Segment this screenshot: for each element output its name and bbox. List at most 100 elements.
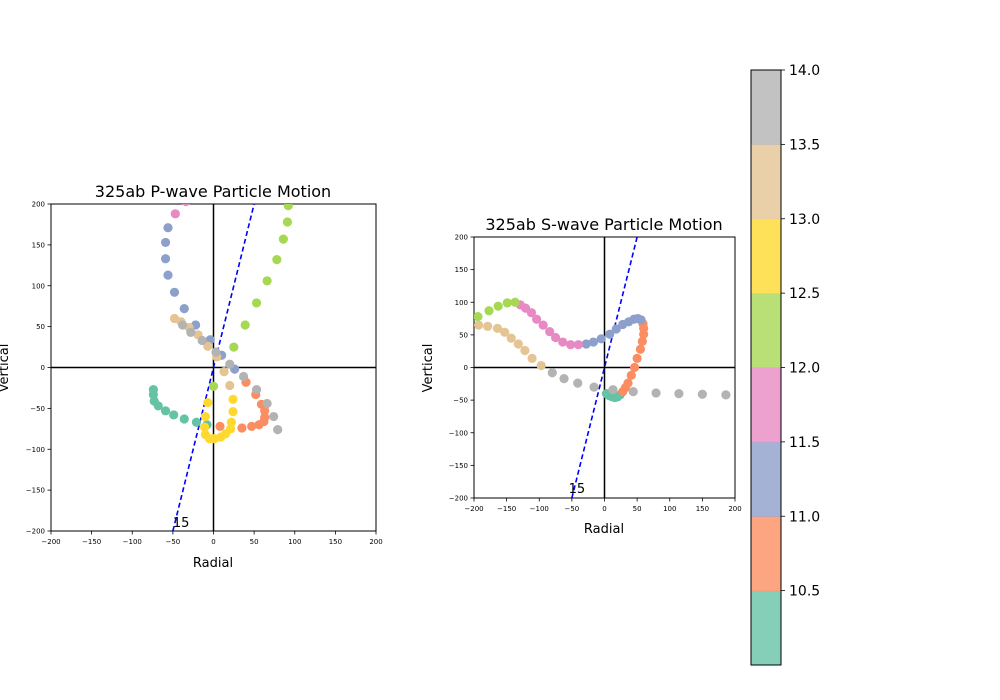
s-wave-ytick-label: −100 <box>449 429 468 437</box>
s-wave-data-point <box>605 329 615 339</box>
p-wave-data-point <box>163 270 173 280</box>
p-wave-data-point <box>153 401 163 411</box>
p-wave-data-point <box>186 327 196 337</box>
p-wave-data-point <box>238 371 249 382</box>
p-wave-data-point <box>191 417 202 427</box>
s-wave-data-point <box>628 387 638 397</box>
p-wave-data-point <box>225 359 235 369</box>
p-wave-xtick-label: −50 <box>165 538 180 546</box>
s-wave-data-point <box>573 378 583 388</box>
p-wave-data-point <box>169 313 180 324</box>
s-wave-data-point <box>588 337 599 347</box>
s-wave-xtick-label: 200 <box>728 505 741 513</box>
p-wave-data-point <box>203 341 213 351</box>
s-wave-title: 325ab S-wave Particle Motion <box>485 215 722 234</box>
s-wave-panel: 325ab S-wave Particle Motion Radial Vert… <box>421 215 742 537</box>
s-wave-ytick-label: 50 <box>459 331 468 339</box>
p-wave-data-point <box>262 276 272 286</box>
p-wave-ytick-label: 100 <box>32 282 45 290</box>
s-wave-ylabel: Vertical <box>421 344 436 393</box>
s-wave-data-point <box>618 319 628 330</box>
p-wave-data-point <box>160 406 171 416</box>
s-wave-data-point <box>484 306 494 316</box>
s-wave-data-point <box>589 382 599 392</box>
p-wave-data-point <box>240 320 250 330</box>
p-wave-reference-line <box>172 204 255 531</box>
p-wave-data-point <box>273 425 283 435</box>
s-wave-data-point <box>502 298 512 308</box>
colorbar-tick-label: 13.0 <box>789 212 820 228</box>
s-wave-data-point <box>626 370 636 380</box>
s-wave-data-point <box>558 337 568 347</box>
p-wave-plot-area: −200 −200 −150 −150 −100 −100 −50 −50 0 0 50 50 100 1… <box>26 201 383 547</box>
colorbar-tick-label: 14.0 <box>789 63 820 79</box>
p-wave-xtick-label: 0 <box>211 538 215 546</box>
p-wave-ytick-label: −200 <box>26 528 45 536</box>
colorbar-tick-label: 11.5 <box>789 435 820 451</box>
p-wave-data-point <box>163 223 173 233</box>
s-wave-data-point <box>637 336 647 346</box>
p-wave-ytick-label: −150 <box>26 487 45 495</box>
p-wave-data-point <box>237 423 247 433</box>
p-wave-data-point <box>208 381 219 391</box>
p-wave-data-point <box>269 411 279 422</box>
p-wave-ytick-label: 200 <box>32 201 45 209</box>
s-wave-data-point <box>629 362 640 373</box>
p-wave-xtick-label: 100 <box>288 538 301 546</box>
colorbar-segment <box>751 590 781 666</box>
s-wave-data-point <box>547 368 557 378</box>
p-wave-data-point <box>228 407 238 417</box>
s-wave-xtick-label: 100 <box>663 505 676 513</box>
s-wave-data-point <box>527 353 537 363</box>
p-wave-data-point <box>226 417 236 427</box>
s-wave-data-point <box>674 389 684 399</box>
s-wave-data-point <box>559 373 569 384</box>
p-wave-data-point <box>179 304 189 314</box>
s-wave-data-point <box>474 312 483 322</box>
s-wave-data-point <box>581 339 591 349</box>
s-wave-data-point <box>520 345 530 356</box>
s-wave-xtick-label: −50 <box>564 505 579 513</box>
s-wave-xtick-label: 50 <box>633 505 642 513</box>
s-wave-ytick-label: 150 <box>455 266 468 274</box>
s-wave-data-point <box>697 389 707 399</box>
s-wave-data-point <box>513 339 523 349</box>
p-wave-xtick-label: 150 <box>329 538 342 546</box>
p-wave-data-point <box>262 398 272 409</box>
p-wave-data-point <box>272 254 282 265</box>
p-wave-data-point <box>219 366 229 377</box>
colorbar-segment <box>751 293 781 368</box>
s-wave-data-point <box>608 385 618 395</box>
s-wave-data-point <box>510 297 520 307</box>
p-wave-annotation: 15 <box>173 516 190 531</box>
p-wave-data-point <box>211 347 221 357</box>
p-wave-data-point <box>215 421 225 431</box>
p-wave-data-point <box>228 394 238 404</box>
p-wave-data-point <box>199 422 210 432</box>
colorbar-segment <box>751 144 781 220</box>
colorbar-tick-label: 10.5 <box>789 584 820 600</box>
p-wave-ytick-label: 0 <box>41 364 45 372</box>
colorbar-segment <box>751 218 781 294</box>
s-wave-data-point <box>536 360 546 371</box>
s-wave-reference-line <box>571 237 638 498</box>
s-wave-data-point <box>492 323 503 333</box>
p-wave-data-point <box>283 204 293 211</box>
s-wave-data-point <box>506 333 516 343</box>
p-wave-data-point <box>169 287 180 297</box>
colorbar-tick-label: 11.0 <box>789 509 820 525</box>
p-wave-xtick-label: −200 <box>41 538 60 546</box>
colorbar-segment <box>751 441 781 517</box>
colorbar: 14.0 13.5 13.0 12.5 12.0 11.5 11.0 10.5 <box>750 63 820 666</box>
p-wave-xtick-label: −150 <box>82 538 101 546</box>
s-wave-data-point <box>474 320 484 330</box>
p-wave-xtick-label: 50 <box>250 538 259 546</box>
p-wave-ytick-label: −100 <box>26 446 45 454</box>
s-wave-ytick-label: −150 <box>449 462 468 470</box>
p-wave-data-point <box>251 384 262 395</box>
p-wave-xlabel: Radial <box>193 556 233 571</box>
s-wave-ytick-label: −50 <box>453 397 468 405</box>
p-wave-data-point <box>251 298 262 308</box>
s-wave-data-point <box>538 320 548 330</box>
